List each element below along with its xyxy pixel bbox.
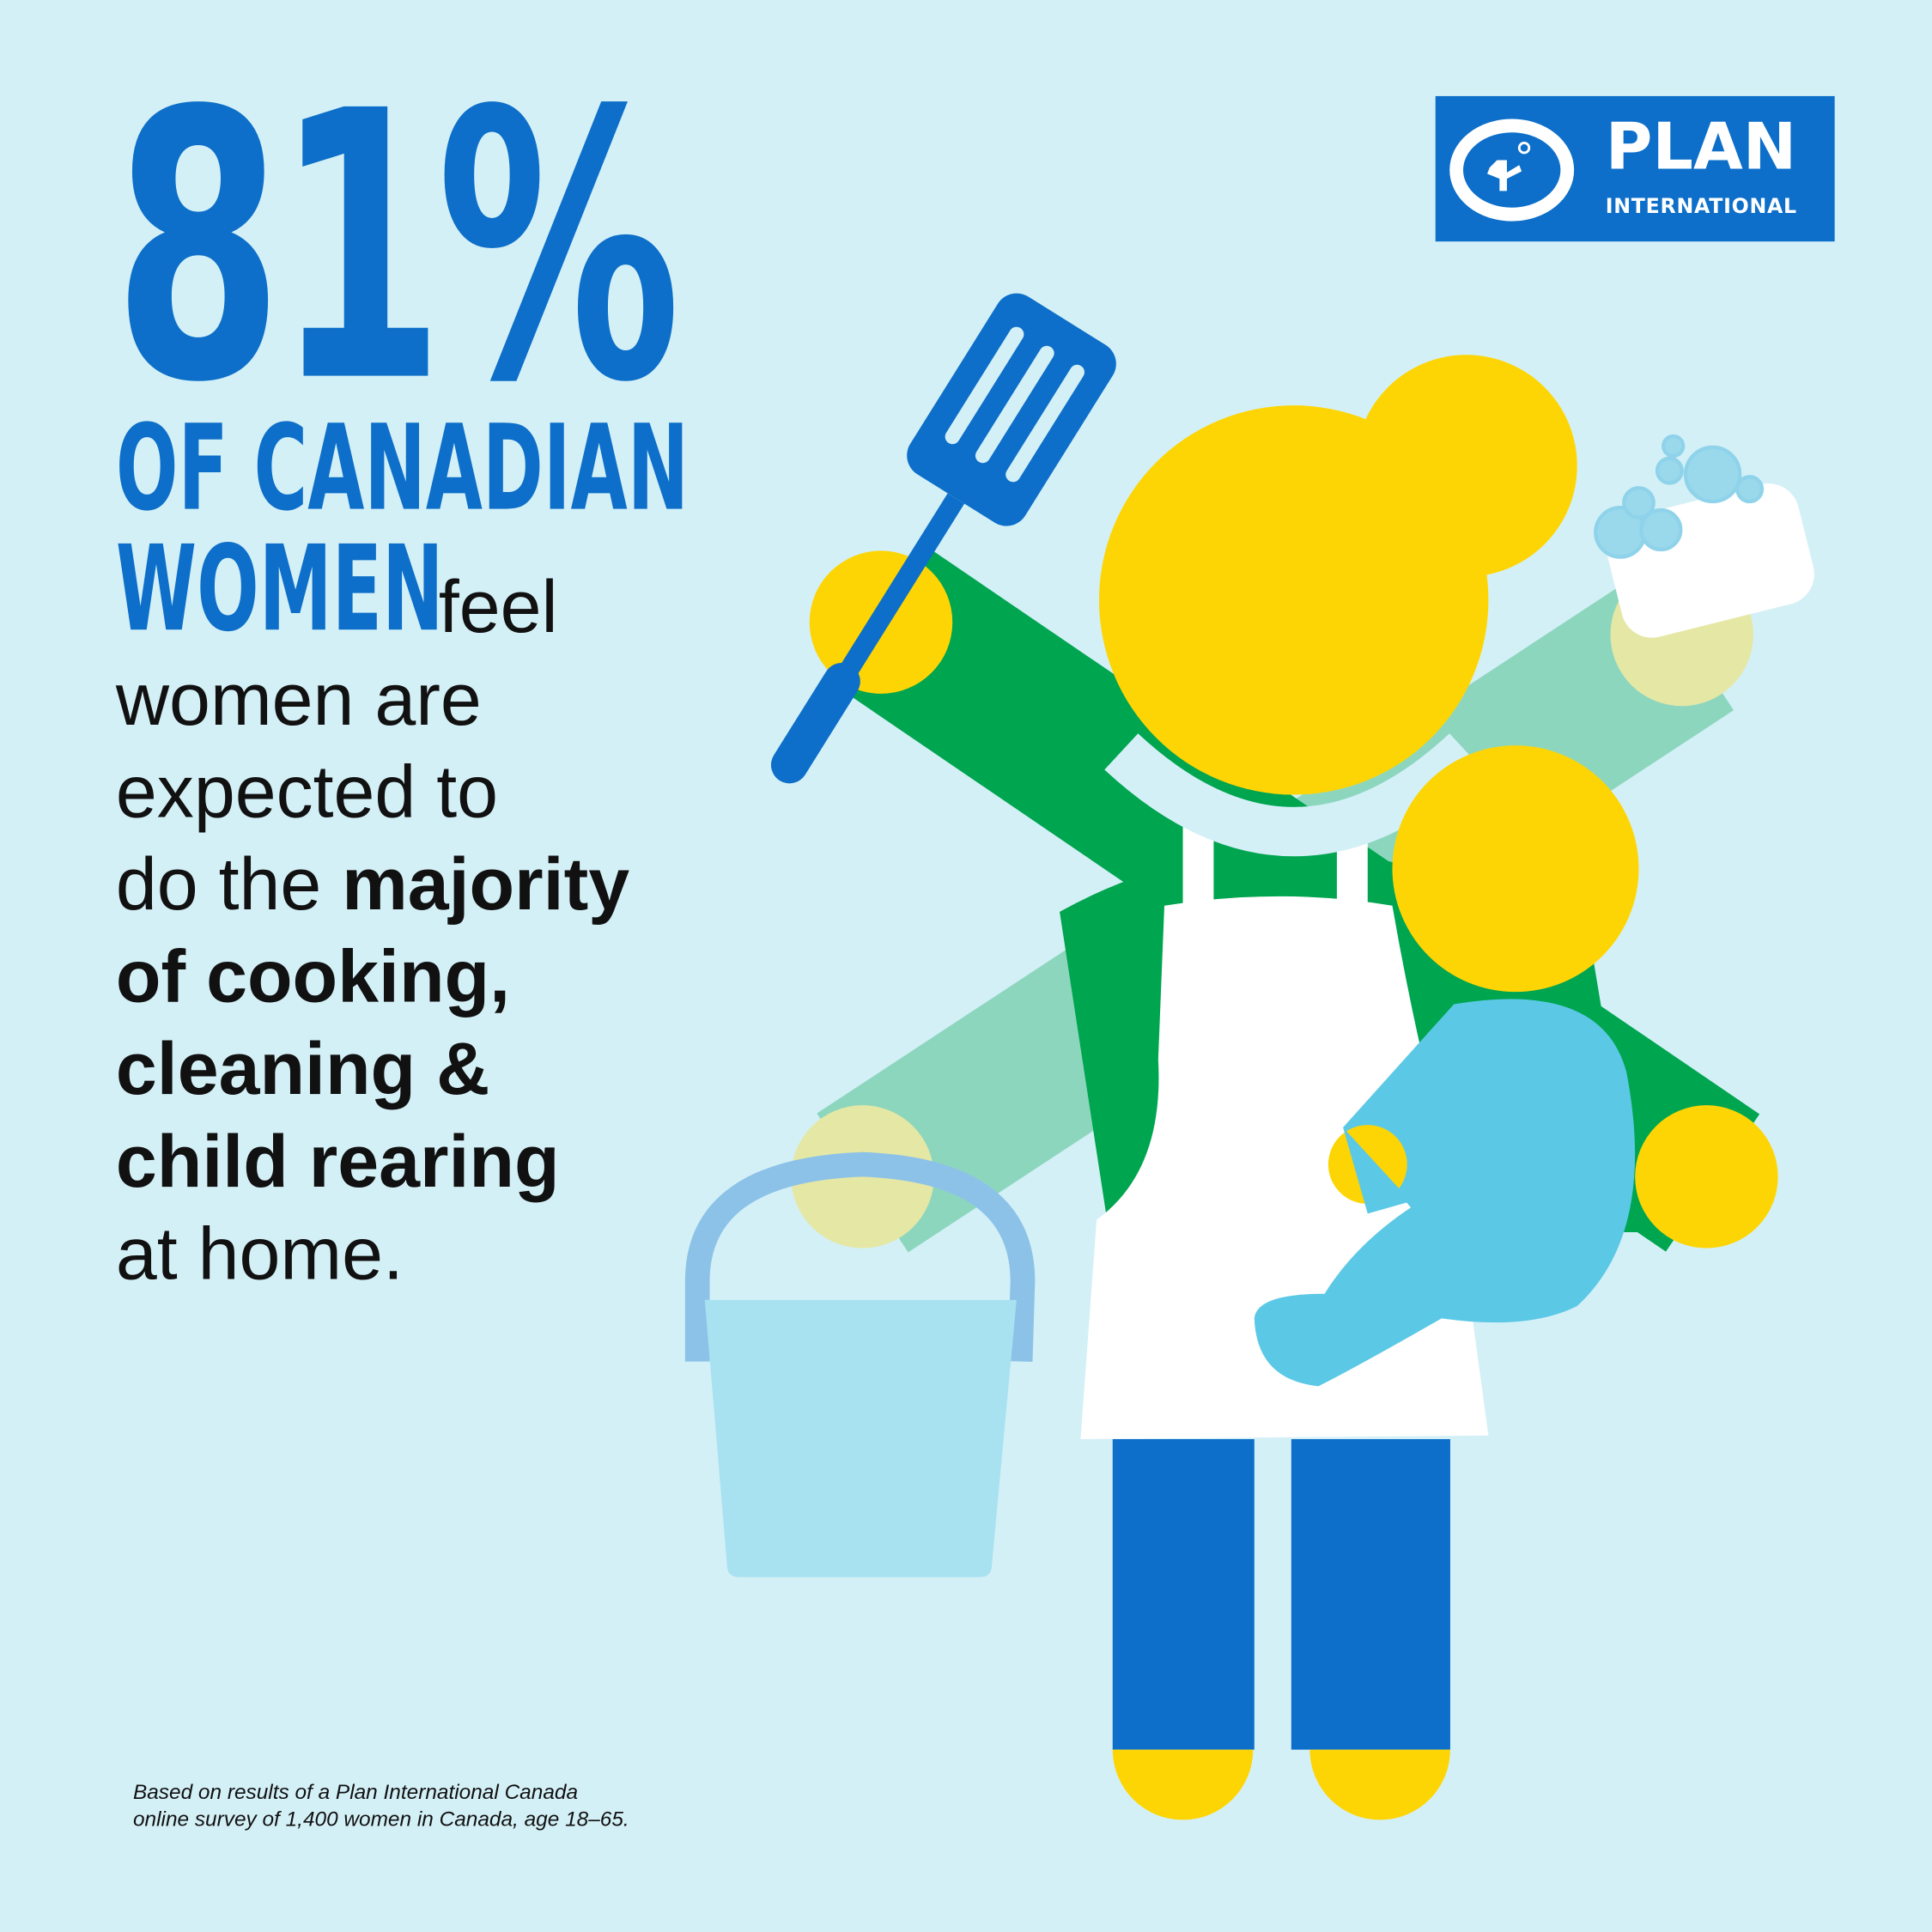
- text-line6: of cooking,: [116, 939, 510, 1014]
- hair-bun: [1355, 355, 1577, 577]
- logo-international-text: INTERNATIONAL: [1605, 194, 1797, 218]
- footnote-line1: Based on results of a Plan International…: [132, 1780, 579, 1804]
- text-line9: at home.: [115, 1212, 404, 1296]
- legs: [1112, 1439, 1450, 1820]
- headline-line2: WOMEN: [115, 519, 444, 659]
- text-line7-bold: cleaning &: [115, 1027, 490, 1110]
- child-sun-logo-icon: [1449, 118, 1575, 222]
- bucket-icon: [684, 1151, 1036, 1577]
- text-line8: child rearing: [116, 1124, 560, 1199]
- plan-international-logo: PLAN INTERNATIONAL: [1435, 95, 1835, 242]
- text-line3: women are: [115, 658, 482, 741]
- text-line6-bold: of cooking,: [115, 935, 511, 1018]
- headline-line1: OF CANADIAN: [115, 398, 690, 538]
- text-line4: expected to: [115, 750, 499, 834]
- text-line7: cleaning &: [116, 1032, 489, 1106]
- footnote-line2: online survey of 1,400 women in Canada, …: [132, 1807, 629, 1832]
- text-line8-bold: child rearing: [115, 1120, 560, 1203]
- text-line5a: do the: [115, 842, 343, 926]
- text-feel: feel: [438, 565, 558, 648]
- text-line5b: majority: [342, 842, 630, 926]
- spatula-icon: [770, 293, 1116, 784]
- footnote: Based on results of a Plan International…: [133, 1779, 629, 1833]
- text-line5: do the majority: [116, 848, 629, 921]
- stat-percentage: 81%: [113, 33, 681, 464]
- baby: [1254, 745, 1639, 1387]
- logo-plan-text: PLAN: [1605, 111, 1797, 185]
- soap-icon: [1594, 434, 1814, 638]
